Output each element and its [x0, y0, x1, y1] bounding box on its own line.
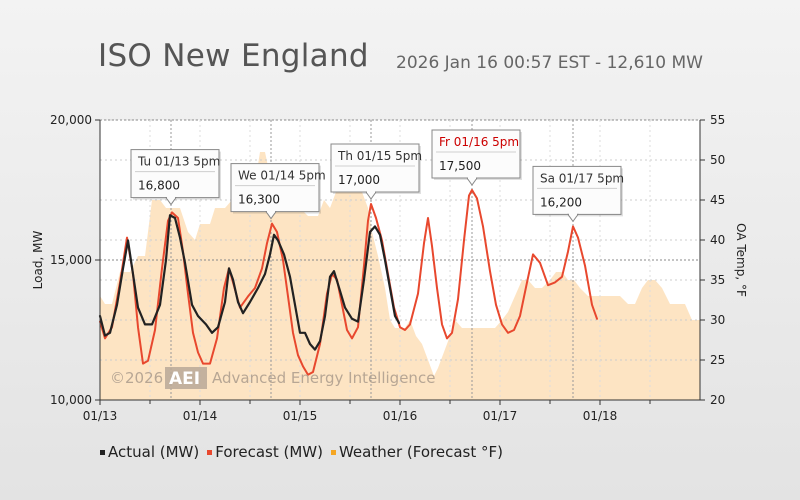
peak-callout: Th 01/15 5pm 17,000 — [330, 143, 422, 200]
y2-tick-label: 35 — [710, 273, 725, 287]
watermark-year: ©2026 — [110, 369, 163, 387]
y-axis-label: Load, MW — [31, 231, 45, 290]
page-subtitle: 2026 Jan 16 00:57 EST - 12,610 MW — [396, 53, 703, 73]
actual-line-layer — [98, 214, 401, 351]
watermark-logo-box — [165, 367, 207, 389]
y-tick-label: 15,000 — [50, 253, 92, 267]
x-tick-label: 01/16 — [383, 409, 418, 423]
callout-box — [230, 163, 320, 213]
callout-box — [532, 165, 622, 215]
y-tick-label: 20,000 — [50, 113, 92, 127]
callout-value: 17,000 — [338, 173, 380, 187]
legend-item-forecast[interactable]: Forecast (MW) — [207, 443, 323, 461]
legend-label-forecast: Forecast (MW) — [215, 443, 323, 461]
actual-line — [98, 214, 401, 351]
y2-axis-label: OA Temp, °F — [734, 223, 748, 297]
legend-label-actual: Actual (MW) — [108, 443, 200, 461]
y2-tick-label: 40 — [710, 233, 725, 247]
page-title: ISO New England — [98, 38, 369, 74]
weather-area — [100, 152, 700, 400]
annotation-layer: Tu 01/13 5pm 16,800 We 01/14 5pm 16,300 Th 0… — [130, 129, 624, 223]
forecast-line-layer — [99, 189, 598, 376]
callout-date: We 01/14 5pm — [238, 169, 326, 183]
y2-tick-label: 30 — [710, 313, 725, 327]
watermark-logo: AEI — [169, 369, 200, 389]
axis-layer: 10,000 15,000 20,000 20 25 30 35 40 45 50 55 01/13 0… — [31, 113, 748, 423]
watermark-company: Advanced Energy Intelligence — [212, 369, 435, 387]
callout-date: Fr 01/16 5pm — [439, 135, 519, 149]
legend-item-actual[interactable]: Actual (MW) — [100, 443, 199, 461]
x-tick-label: 01/15 — [283, 409, 318, 423]
callout-value: 16,200 — [540, 195, 582, 209]
peak-callout: Tu 01/13 5pm 16,800 — [130, 149, 221, 206]
watermark: ©2026 AEI Advanced Energy Intelligence — [110, 367, 435, 389]
callout-date: Th 01/15 5pm — [337, 149, 422, 163]
callout-date: Sa 01/17 5pm — [540, 171, 624, 185]
legend-swatch-weather — [330, 449, 336, 455]
x-tick-label: 01/14 — [183, 409, 218, 423]
callout-value: 17,500 — [439, 159, 481, 173]
callout-value: 16,300 — [238, 193, 280, 207]
legend-swatch-actual — [100, 449, 105, 455]
forecast-line — [99, 189, 598, 376]
callout-box — [130, 149, 220, 199]
y2-tick-label: 45 — [710, 193, 725, 207]
chart-legend: Actual (MW) Forecast (MW) Weather (Forec… — [100, 443, 507, 461]
callout-box — [330, 143, 420, 193]
y2-tick-label: 20 — [710, 393, 725, 407]
y2-tick-label: 50 — [710, 153, 725, 167]
callout-date: Tu 01/13 5pm — [137, 155, 220, 169]
legend-item-weather[interactable]: Weather (Forecast °F) — [330, 443, 503, 461]
peak-callout: Fr 01/16 5pm 17,500 — [431, 129, 522, 186]
x-tick-label: 01/13 — [83, 409, 118, 423]
peak-callout: We 01/14 5pm 16,300 — [230, 163, 326, 220]
callout-value: 16,800 — [138, 179, 180, 193]
y-tick-label: 10,000 — [50, 393, 92, 407]
legend-label-weather: Weather (Forecast °F) — [338, 443, 503, 461]
x-tick-label: 01/17 — [483, 409, 518, 423]
y2-tick-label: 55 — [710, 113, 725, 127]
peak-callout: Sa 01/17 5pm 16,200 — [532, 165, 624, 223]
x-tick-label: 01/18 — [583, 409, 618, 423]
callout-box — [431, 129, 521, 179]
y2-tick-label: 25 — [710, 353, 725, 367]
legend-swatch-forecast — [207, 449, 213, 455]
